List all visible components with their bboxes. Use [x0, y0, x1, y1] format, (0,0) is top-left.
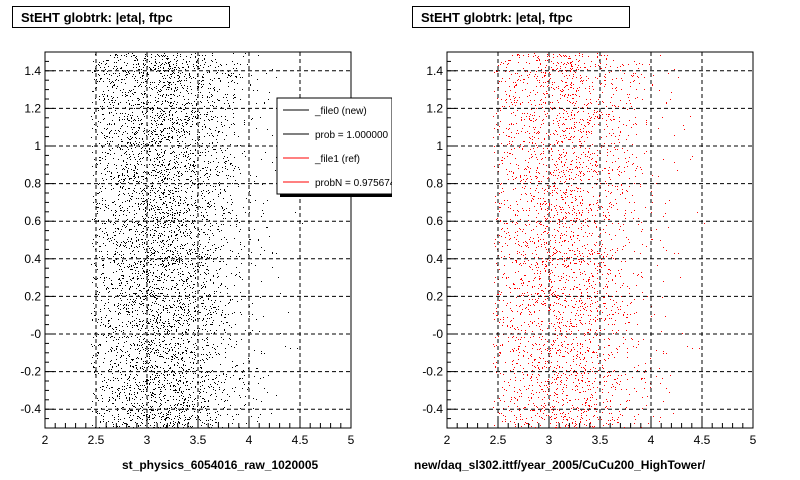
x-tick-label: 3.5: [190, 433, 207, 447]
x-tick-label: 2.5: [490, 433, 507, 447]
y-tick-label: 1: [436, 139, 443, 153]
x-tick-label: 3: [144, 433, 151, 447]
y-tick-label: 0.2: [426, 289, 443, 303]
x-tick-label: 4: [648, 433, 655, 447]
y-tick-label: 0.8: [426, 177, 443, 191]
x-tick-label: 4.5: [292, 433, 309, 447]
y-tick-label: 0.2: [24, 289, 41, 303]
x-tick-label: 2: [444, 433, 451, 447]
legend-label-2: _file1 (ref): [314, 154, 360, 165]
x-tick-label: 5: [348, 433, 355, 447]
y-tick-label: 1: [34, 139, 41, 153]
y-tick-label: 0.6: [426, 214, 443, 228]
y-tick-label: -0.2: [20, 365, 41, 379]
y-tick-label: -0: [30, 327, 41, 341]
y-tick-label: 1.2: [24, 101, 41, 115]
y-tick-label: 0.6: [24, 214, 41, 228]
y-tick-label: -0.4: [422, 402, 443, 416]
legend-label-1: prob = 1.000000: [315, 130, 389, 141]
chart-panel-1: 2 2.5 3 3.5 4 4.5 5 -0.4 -0.2 -0 0.2 0.4 0.6 0.8 1 1.2 1…: [422, 51, 757, 447]
y-tick-label: 1.4: [24, 64, 41, 78]
y-tick-label: 0.4: [24, 252, 41, 266]
x-tick-label: 2: [42, 433, 49, 447]
legend-box: _file0 (new) prob = 1.000000 _file1 (ref) p…: [276, 97, 396, 197]
y-tick-label: -0.2: [422, 365, 443, 379]
left-file-label: st_physics_6054016_raw_1020005: [122, 458, 319, 472]
y-tick-label: 0.4: [426, 252, 443, 266]
x-tick-label: 5: [750, 433, 757, 447]
x-tick-label: 4.5: [694, 433, 711, 447]
y-tick-label: 1.2: [426, 101, 443, 115]
y-tick-label: 0.8: [24, 177, 41, 191]
x-tick-label: 3.5: [592, 433, 609, 447]
legend-frame: [276, 97, 392, 195]
y-tick-label: -0.4: [20, 402, 41, 416]
legend-label-3: probN = 0.975674: [315, 178, 396, 189]
left-chart-title: StEHT globtrk: |eta|, ftpc: [12, 6, 230, 28]
right-chart-title: StEHT globtrk: |eta|, ftpc: [412, 6, 630, 28]
x-tick-label: 3: [546, 433, 553, 447]
legend-label-0: _file0 (new): [314, 106, 367, 117]
x-tick-label: 4: [246, 433, 253, 447]
right-file-label: new/daq_sl302.ittf/year_2005/CuCu200_Hig…: [414, 458, 706, 472]
y-tick-label: -0: [432, 327, 443, 341]
y-tick-label: 1.4: [426, 64, 443, 78]
x-tick-label: 2.5: [88, 433, 105, 447]
